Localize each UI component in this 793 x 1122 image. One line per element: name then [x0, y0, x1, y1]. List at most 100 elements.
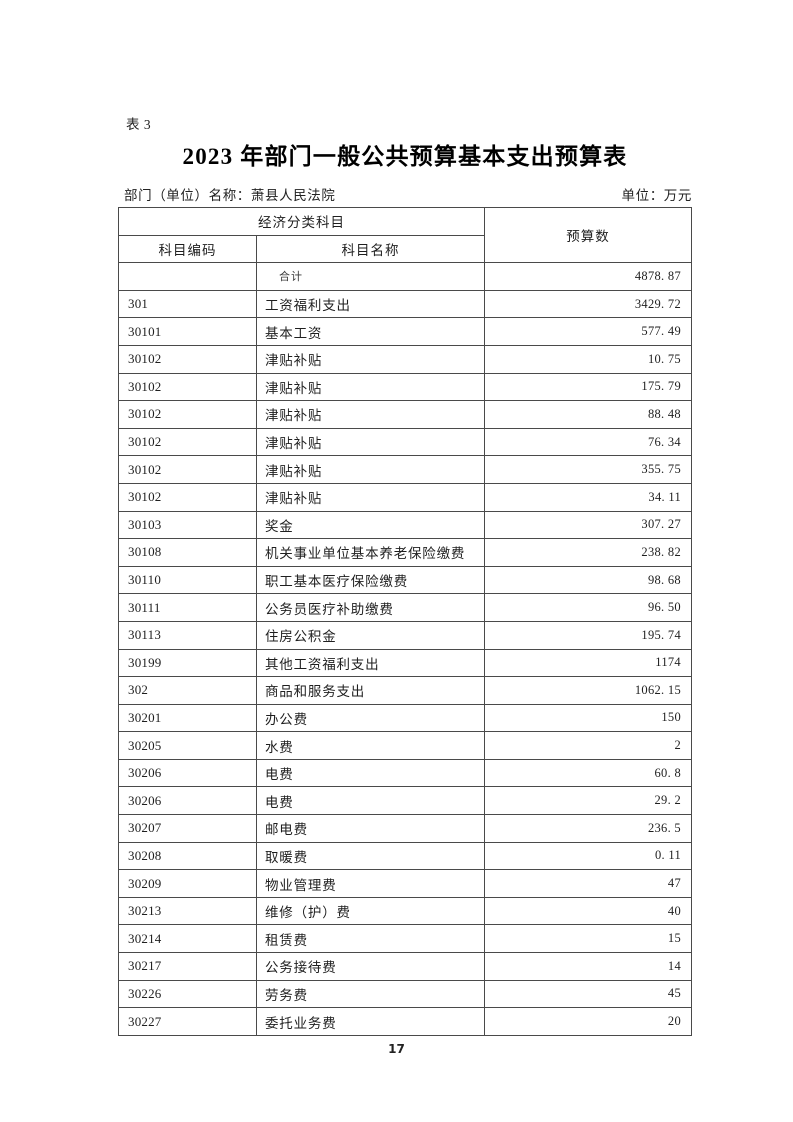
table-row: 30206 电费 29. 2 [118, 786, 692, 816]
cell-subject-code: 30102 [118, 455, 257, 484]
table-row: 30205 水费 2 [118, 731, 692, 760]
cell-subject-code: 30201 [118, 703, 257, 733]
table-row: 30110 职工基本医疗保险缴费 98. 68 [118, 565, 692, 595]
cell-subject-name: 津贴补贴 [256, 427, 485, 457]
table-row: 30102 津贴补贴 88. 48 [118, 400, 692, 429]
table-row: 30201 办公费 150 [118, 703, 692, 733]
cell-subject-name: 基本工资 [256, 317, 485, 346]
cell-subject-name: 津贴补贴 [256, 372, 485, 402]
table-row: 30103 奖金 307. 27 [118, 510, 692, 540]
cell-subject-name: 电费 [256, 786, 485, 816]
cell-subject-name: 电费 [256, 758, 485, 788]
table-row: 30207 邮电费 236. 5 [118, 814, 692, 843]
table-label: 表 3 [126, 117, 152, 132]
cell-subject-name: 商品和服务支出 [256, 676, 485, 705]
cell-budget-amount: 60. 8 [484, 758, 692, 788]
cell-budget-amount: 4878. 87 [484, 262, 692, 291]
cell-budget-amount: 307. 27 [484, 510, 692, 540]
table-header-row-group: 经济分类科目 预算数 [118, 206, 692, 264]
cell-subject-code: 30113 [118, 620, 257, 650]
table-row: 合计 4878. 87 [118, 262, 692, 291]
cell-subject-name: 住房公积金 [256, 620, 485, 650]
table-header: 经济分类科目 预算数 科目编码 科目名称 [118, 206, 692, 264]
table-row: 30102 津贴补贴 76. 34 [118, 427, 692, 457]
table-row: 30102 津贴补贴 355. 75 [118, 455, 692, 484]
table-row: 30101 基本工资 577. 49 [118, 317, 692, 346]
cell-subject-code: 30217 [118, 952, 257, 981]
column-header-subject-code: 科目编码 [118, 234, 257, 264]
table-header-row-sub: 科目编码 科目名称 [118, 234, 692, 264]
column-group-economic-classification: 经济分类科目 [118, 207, 485, 236]
table-row: 30102 津贴补贴 175. 79 [118, 372, 692, 402]
page-title: 2023 年部门一般公共预算基本支出预算表 [182, 144, 628, 169]
cell-subject-name: 办公费 [256, 703, 485, 733]
cell-budget-amount: 236. 5 [484, 814, 692, 843]
cell-subject-code: 302 [118, 676, 257, 705]
cell-subject-code: 30213 [118, 896, 257, 926]
table-row: 301 工资福利支出 3429. 72 [118, 289, 692, 319]
cell-subject-code: 30102 [118, 482, 257, 512]
cell-subject-name: 公务接待费 [256, 952, 485, 981]
table-row: 302 商品和服务支出 1062. 15 [118, 676, 692, 705]
page-number: 17 [388, 1042, 405, 1056]
cell-subject-name: 津贴补贴 [256, 344, 485, 374]
cell-subject-name: 工资福利支出 [256, 289, 485, 319]
table-row: 30113 住房公积金 195. 74 [118, 620, 692, 650]
cell-subject-name: 租赁费 [256, 924, 485, 954]
column-header-budget-amount: 预算数 [484, 206, 692, 264]
cell-budget-amount: 98. 68 [484, 565, 692, 595]
cell-budget-amount: 88. 48 [484, 400, 692, 429]
department-name: 部门（单位）名称：萧县人民法院 [124, 188, 336, 203]
cell-budget-amount: 355. 75 [484, 455, 692, 484]
cell-budget-amount: 76. 34 [484, 427, 692, 457]
table-row: 30209 物业管理费 47 [118, 869, 692, 898]
table-row: 30226 劳务费 45 [118, 979, 692, 1009]
table-row: 30102 津贴补贴 10. 75 [118, 344, 692, 374]
cell-subject-code: 30205 [118, 731, 257, 760]
cell-subject-code: 30102 [118, 344, 257, 374]
table-row: 30108 机关事业单位基本养老保险缴费 238. 82 [118, 538, 692, 567]
table-row: 30217 公务接待费 14 [118, 952, 692, 981]
cell-budget-amount: 0. 11 [484, 841, 692, 871]
subheader-row: 部门（单位）名称：萧县人民法院 单位：万元 [124, 184, 692, 204]
cell-subject-name: 维修（护）费 [256, 896, 485, 926]
cell-subject-name: 津贴补贴 [256, 400, 485, 429]
cell-subject-name: 津贴补贴 [256, 455, 485, 484]
table-row: 30199 其他工资福利支出 1174 [118, 648, 692, 678]
cell-budget-amount: 195. 74 [484, 620, 692, 650]
cell-subject-code: 30209 [118, 869, 257, 898]
cell-subject-code: 30101 [118, 317, 257, 346]
cell-subject-code: 30206 [118, 758, 257, 788]
cell-budget-amount: 14 [484, 952, 692, 981]
cell-subject-code: 30108 [118, 538, 257, 567]
cell-budget-amount: 238. 82 [484, 538, 692, 567]
cell-budget-amount: 34. 11 [484, 482, 692, 512]
currency-unit: 单位：万元 [621, 188, 692, 203]
cell-subject-code: 301 [118, 289, 257, 319]
cell-subject-code: 30206 [118, 786, 257, 816]
cell-subject-name: 其他工资福利支出 [256, 648, 485, 678]
cell-budget-amount: 47 [484, 869, 692, 898]
cell-subject-code [118, 262, 257, 291]
cell-subject-code: 30207 [118, 814, 257, 843]
cell-subject-name: 机关事业单位基本养老保险缴费 [256, 538, 485, 567]
cell-total-label: 合计 [256, 262, 485, 291]
cell-subject-code: 30227 [118, 1007, 257, 1036]
cell-budget-amount: 20 [484, 1007, 692, 1036]
cell-budget-amount: 2 [484, 731, 692, 760]
cell-subject-name: 取暖费 [256, 841, 485, 871]
cell-subject-name: 劳务费 [256, 979, 485, 1009]
cell-subject-name: 职工基本医疗保险缴费 [256, 565, 485, 595]
table-row: 30213 维修（护）费 40 [118, 896, 692, 926]
cell-budget-amount: 96. 50 [484, 593, 692, 622]
cell-subject-name: 公务员医疗补助缴费 [256, 593, 485, 622]
cell-budget-amount: 1062. 15 [484, 676, 692, 705]
budget-table: 经济分类科目 预算数 科目编码 科目名称 合计 4878. 87 301 工资福利支出… [118, 206, 692, 1036]
table-row: 30214 租赁费 15 [118, 924, 692, 954]
cell-subject-code: 30102 [118, 400, 257, 429]
cell-subject-name: 水费 [256, 731, 485, 760]
cell-subject-code: 30214 [118, 924, 257, 954]
cell-budget-amount: 150 [484, 703, 692, 733]
table-row: 30206 电费 60. 8 [118, 758, 692, 788]
